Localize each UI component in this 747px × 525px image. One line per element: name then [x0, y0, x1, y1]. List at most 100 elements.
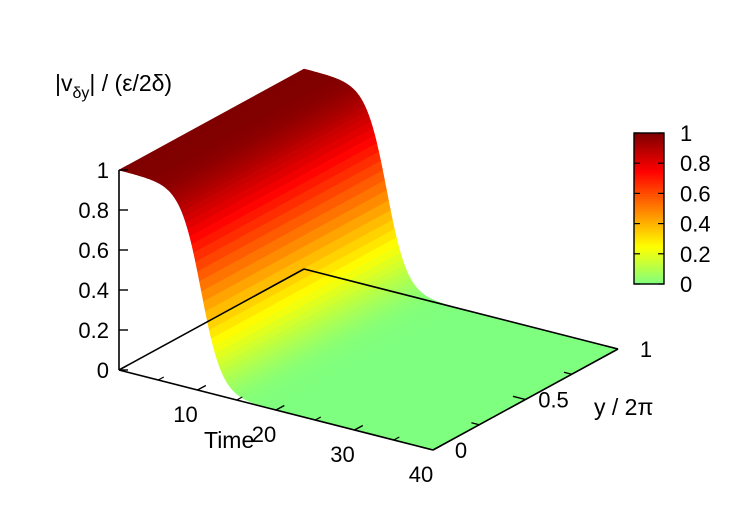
colorbar-segment — [634, 266, 664, 270]
colorbar-segment — [634, 251, 664, 255]
colorbar-segment — [634, 278, 664, 283]
colorbar-segment — [634, 246, 664, 250]
colorbar-segment — [634, 165, 664, 169]
colorbar: 0 0.2 0.4 0.6 0.8 1 — [633, 121, 711, 297]
time-minor-tick — [236, 396, 243, 401]
colorbar-segment — [634, 216, 664, 220]
z-axis-label-rest: | / (ε/2δ) — [89, 70, 172, 96]
z-tick-label: 0.2 — [78, 318, 109, 343]
colorbar-segment — [634, 138, 664, 142]
z-tick-label: 0.6 — [78, 238, 109, 263]
y-minor-tick — [563, 371, 572, 375]
colorbar-segment — [634, 248, 664, 252]
colorbar-segment — [634, 236, 664, 240]
colorbar-segment — [634, 155, 664, 159]
colorbar-segment — [634, 223, 664, 227]
colorbar-frame — [633, 132, 665, 285]
colorbar-segment — [634, 168, 664, 172]
colorbar-segment — [634, 148, 664, 152]
time-tick — [354, 424, 364, 431]
colorbar-segment — [634, 203, 664, 207]
colorbar-tick-label: 0 — [680, 272, 692, 297]
z-axis-label-subscript: δy — [72, 85, 89, 102]
y-tick — [605, 345, 619, 350]
colorbar-segment — [634, 261, 664, 265]
colorbar-segment — [634, 185, 664, 189]
colorbar-segment — [634, 133, 664, 137]
z-tick-label: 0 — [97, 358, 109, 383]
time-minor-tick — [314, 416, 322, 421]
colorbar-segment — [634, 170, 664, 174]
colorbar-segment — [634, 173, 664, 177]
colorbar-segment — [634, 175, 664, 179]
colorbar-segment — [634, 205, 664, 210]
colorbar-segment — [634, 258, 664, 262]
z-axis-label: |vδy| / (ε/2δ) — [55, 70, 172, 102]
axes-layer: 0 0.2 0.4 0.6 0.8 1 10 20 30 40 0 0.5 1 — [78, 158, 652, 487]
colorbar-segment — [634, 178, 664, 182]
time-tick-label: 40 — [409, 462, 433, 487]
x-axis-label: Time — [204, 427, 254, 453]
colorbar-segment — [634, 195, 664, 200]
colorbar-tick-label: 1 — [680, 121, 692, 146]
colorbar-segment — [634, 211, 664, 215]
time-tick — [275, 404, 285, 411]
colorbar-segment — [634, 140, 664, 144]
y-axis-label: y / 2π — [594, 394, 653, 420]
colorbar-segment — [634, 226, 664, 230]
colorbar-segment — [634, 193, 664, 197]
colorbar-segment — [634, 180, 664, 184]
colorbar-segment — [634, 200, 664, 205]
colorbar-segment — [634, 218, 664, 222]
colorbar-segment — [634, 276, 664, 280]
colorbar-segment — [634, 213, 664, 217]
colorbar-segment — [634, 158, 664, 162]
surface-layer — [118, 68, 619, 451]
colorbar-segment — [634, 198, 664, 202]
z-tick-label: 1 — [97, 158, 109, 183]
back-left-floor-line — [118, 268, 305, 371]
time-minor-tick — [157, 376, 165, 381]
time-minor-tick — [393, 436, 400, 441]
y-tick — [512, 395, 526, 401]
colorbar-segment — [634, 163, 664, 167]
colorbar-segment — [634, 208, 664, 212]
time-tick — [197, 384, 207, 391]
y-tick — [420, 446, 434, 451]
time-tick-label: 30 — [330, 442, 354, 467]
colorbar-segment — [634, 273, 664, 278]
y-tick-label: 0 — [455, 438, 467, 463]
back-floor-line — [303, 268, 619, 350]
colorbar-segment — [634, 281, 664, 285]
colorbar-segment — [634, 268, 664, 273]
y-minor-tick — [471, 422, 480, 426]
colorbar-tick-label: 0.4 — [680, 212, 711, 237]
colorbar-segment — [634, 143, 664, 147]
colorbar-tick-label: 0.8 — [680, 151, 711, 176]
colorbar-segment — [634, 160, 664, 164]
z-axis-label-base: |v — [55, 70, 73, 96]
colorbar-segment — [634, 271, 664, 275]
colorbar-segment — [634, 253, 664, 257]
colorbar-segment — [634, 233, 664, 237]
time-tick — [432, 444, 442, 451]
z-tick-label: 0.8 — [78, 198, 109, 223]
colorbar-segment — [634, 256, 664, 260]
colorbar-segment — [634, 238, 664, 242]
y-tick-label: 1 — [640, 337, 652, 362]
colorbar-segment — [634, 188, 664, 192]
colorbar-segment — [634, 145, 664, 149]
colorbar-segment — [634, 263, 664, 267]
colorbar-tick-label: 0.6 — [680, 181, 711, 206]
colorbar-tick-label: 0.2 — [680, 242, 711, 267]
colorbar-segment — [634, 153, 664, 157]
colorbar-segment — [634, 228, 664, 232]
colorbar-segment — [634, 150, 664, 154]
colorbar-segment — [634, 221, 664, 225]
time-tick-label: 10 — [173, 402, 197, 427]
colorbar-segment — [634, 231, 664, 235]
colorbar-segment — [634, 243, 664, 247]
colorbar-segment — [634, 190, 664, 194]
colorbar-segment — [634, 241, 664, 245]
